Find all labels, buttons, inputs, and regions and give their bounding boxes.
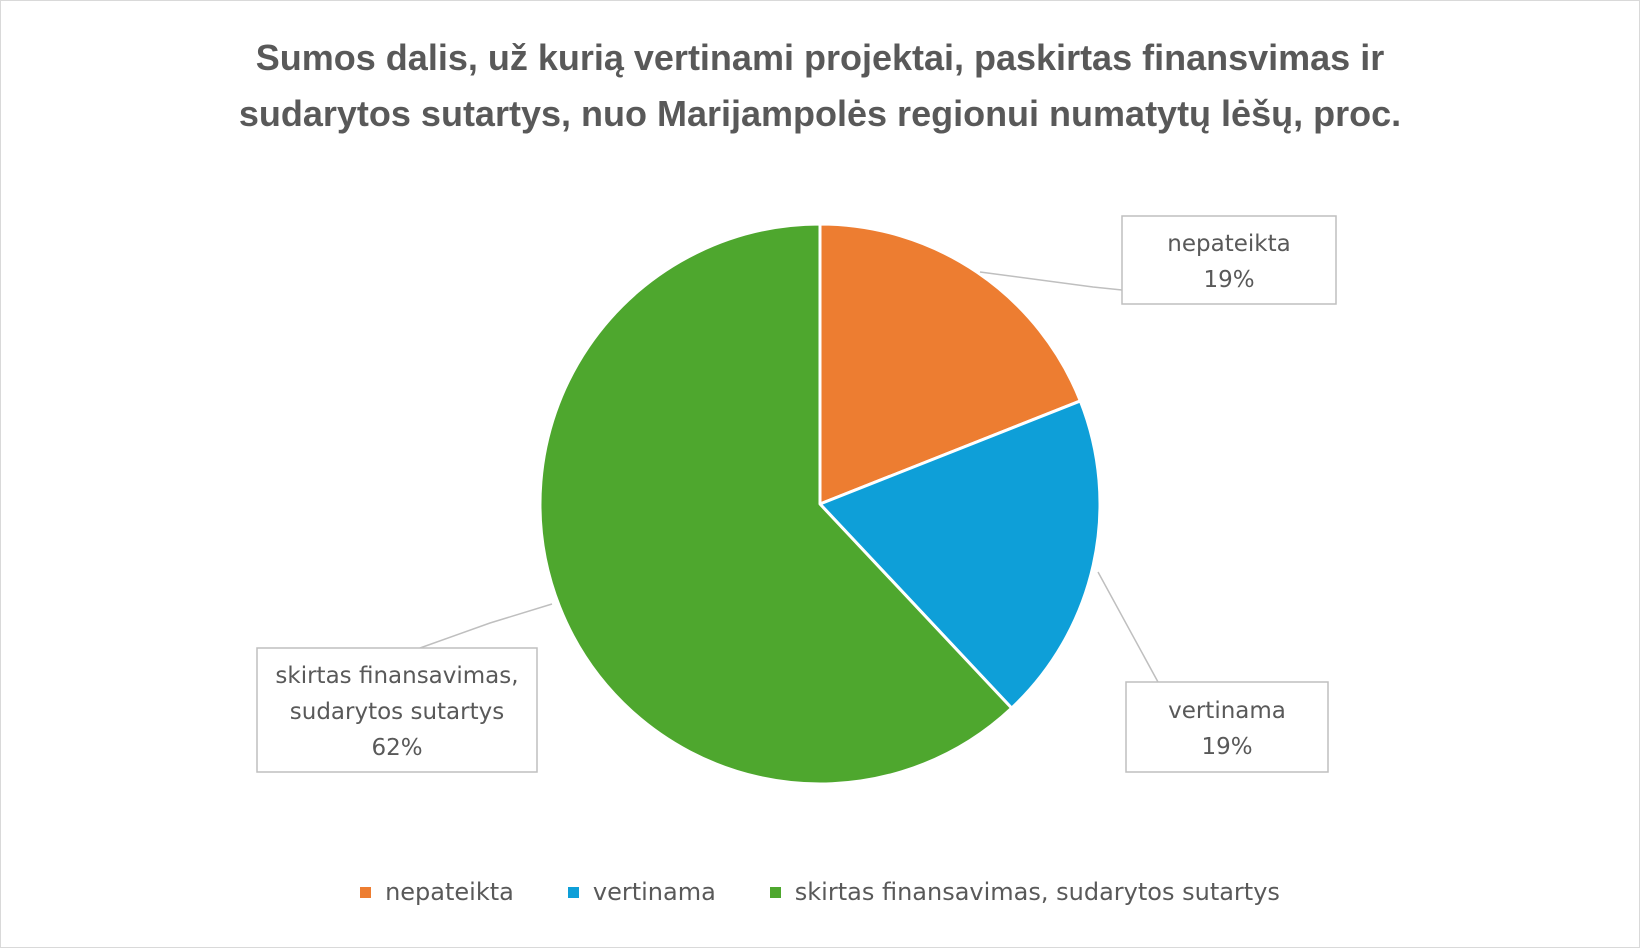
pie-slice-nepateikta[interactable] (818, 222, 1082, 506)
data-label-nepateikta: nepateikta 19% (1121, 215, 1337, 305)
data-label-value-nepateikta: 19% (1203, 267, 1254, 293)
legend-swatch-vertinama (567, 886, 579, 898)
chart-title-line-2: sudarytos sutartys, nuo Marijampolės reg… (238, 93, 1402, 134)
data-label-box-vertinama (1125, 681, 1329, 773)
pie-slice-vertinama[interactable] (818, 399, 1102, 710)
data-label-value-vertinama: 19% (1201, 734, 1252, 760)
data-label-value-skirtas-finansavimas: 62% (371, 735, 422, 761)
chart-title: Sumos dalis, už kurią vertinami projekta… (0, 30, 1640, 142)
legend-item-nepateikta[interactable]: nepateikta (360, 878, 514, 906)
pie-slice-skirtas-finansavimas[interactable] (538, 222, 1014, 786)
data-label-skirtas-finansavimas: skirtas finansavimas, sudarytos sutartys 6… (256, 647, 538, 773)
data-label-text-vertinama: vertinama (1168, 698, 1286, 724)
legend-swatch-nepateikta (360, 886, 372, 898)
pie-slices (538, 222, 1102, 786)
data-label-text-skirtas-finansavimas: sudarytos sutartys (290, 699, 504, 725)
legend: nepateikta vertinama skirtas finansavima… (0, 878, 1640, 906)
leader-lines (419, 271, 1159, 683)
data-labels: nepateikta 19% vertinama 19% skirtas finansa… (256, 215, 1337, 773)
leader-line-vertinama (1097, 571, 1159, 683)
legend-label-skirtas-finansavimas: skirtas finansavimas, sudarytos sutartys (794, 878, 1280, 906)
data-label-vertinama: vertinama 19% (1125, 681, 1329, 773)
data-label-text-skirtas-finansavimas: skirtas finansavimas, (275, 663, 518, 689)
data-label-text-nepateikta: nepateikta (1167, 231, 1290, 257)
legend-item-vertinama[interactable]: vertinama (567, 878, 716, 906)
leader-line-skirtas-finansavimas (419, 603, 553, 649)
legend-label-vertinama: vertinama (592, 878, 716, 906)
chart-title-line-1: Sumos dalis, už kurią vertinami projekta… (255, 37, 1385, 78)
leader-line-nepateikta (979, 271, 1123, 291)
data-label-box-nepateikta (1121, 215, 1337, 305)
legend-item-skirtas-finansavimas[interactable]: skirtas finansavimas, sudarytos sutartys (769, 878, 1280, 906)
data-label-box-skirtas-finansavimas (256, 647, 538, 773)
legend-swatch-skirtas-finansavimas (769, 886, 781, 898)
legend-label-nepateikta: nepateikta (385, 878, 514, 906)
